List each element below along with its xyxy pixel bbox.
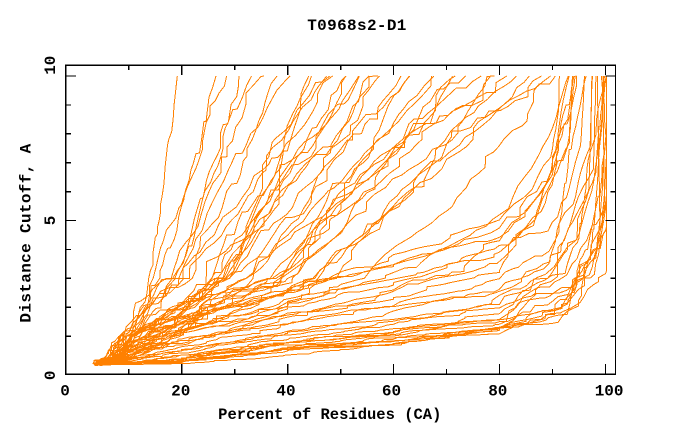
svg-text:20: 20 — [171, 383, 190, 401]
svg-text:5: 5 — [42, 216, 60, 226]
svg-text:0: 0 — [60, 383, 70, 401]
svg-text:40: 40 — [276, 383, 295, 401]
svg-text:80: 80 — [488, 383, 507, 401]
svg-text:100: 100 — [595, 383, 624, 401]
svg-text:60: 60 — [382, 383, 401, 401]
svg-text:10: 10 — [42, 56, 60, 75]
svg-text:T0968s2-D1: T0968s2-D1 — [307, 17, 407, 35]
svg-text:Distance Cutoff, A: Distance Cutoff, A — [18, 143, 36, 322]
svg-text:0: 0 — [42, 370, 60, 380]
svg-text:Percent of Residues (CA): Percent of Residues (CA) — [218, 406, 441, 424]
